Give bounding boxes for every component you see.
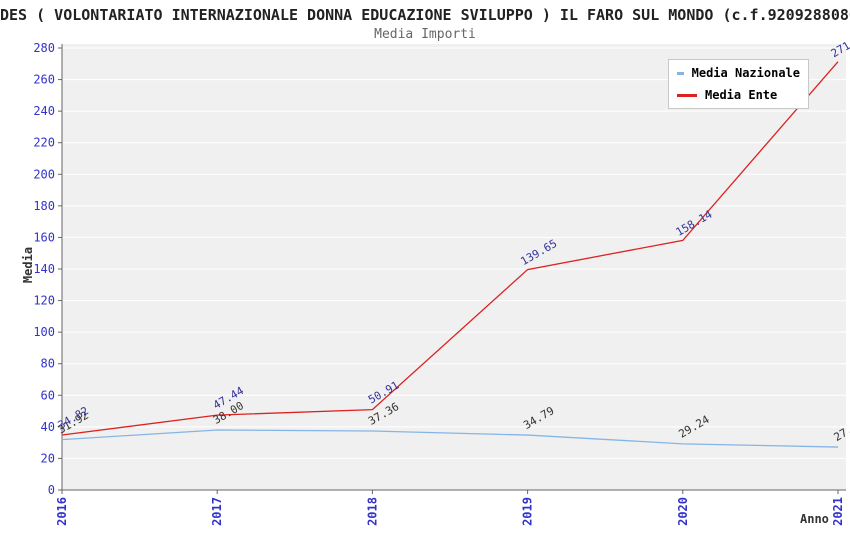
y-tick-label: 220 — [33, 136, 55, 150]
y-tick-label: 20 — [41, 451, 55, 465]
x-tick-label: 2021 — [831, 497, 845, 526]
legend-swatch-media-ente — [677, 93, 697, 97]
y-tick-label: 40 — [41, 420, 55, 434]
y-tick-label: 140 — [33, 262, 55, 276]
x-axis-title: Anno — [800, 512, 829, 526]
y-tick-label: 180 — [33, 199, 55, 213]
x-tick-label: 2018 — [365, 497, 379, 526]
y-tick-label: 260 — [33, 73, 55, 87]
series-line-1 — [61, 61, 839, 436]
series-line-0 — [61, 429, 839, 448]
y-axis-title: Media — [21, 246, 35, 284]
legend: Media Nazionale Media Ente — [668, 59, 809, 109]
plot-area — [62, 44, 846, 490]
y-tick-label: 0 — [48, 483, 55, 497]
x-tick-label: 2020 — [676, 497, 690, 526]
y-tick-label: 80 — [41, 357, 55, 371]
chart-title: DES ( VOLONTARIATO INTERNAZIONALE DONNA … — [0, 6, 850, 24]
y-tick-label: 280 — [33, 41, 55, 55]
y-tick-label: 240 — [33, 104, 55, 118]
y-tick-label: 200 — [33, 167, 55, 181]
legend-item-media-ente: Media Ente — [677, 88, 800, 102]
legend-label-media-nazionale: Media Nazionale — [691, 66, 800, 80]
chart-subtitle: Media Importi — [374, 27, 476, 42]
y-tick-label: 120 — [33, 294, 55, 308]
x-tick-label: 2017 — [210, 497, 224, 526]
y-tick-label: 60 — [41, 388, 55, 402]
legend-swatch-media-nazionale — [677, 71, 684, 75]
y-tick-label: 100 — [33, 325, 55, 339]
legend-label-media-ente: Media Ente — [705, 88, 778, 102]
x-tick-label: 2016 — [55, 497, 69, 526]
legend-item-media-nazionale: Media Nazionale — [677, 66, 800, 80]
x-tick-label: 2019 — [521, 497, 535, 526]
y-tick-label: 160 — [33, 230, 55, 244]
